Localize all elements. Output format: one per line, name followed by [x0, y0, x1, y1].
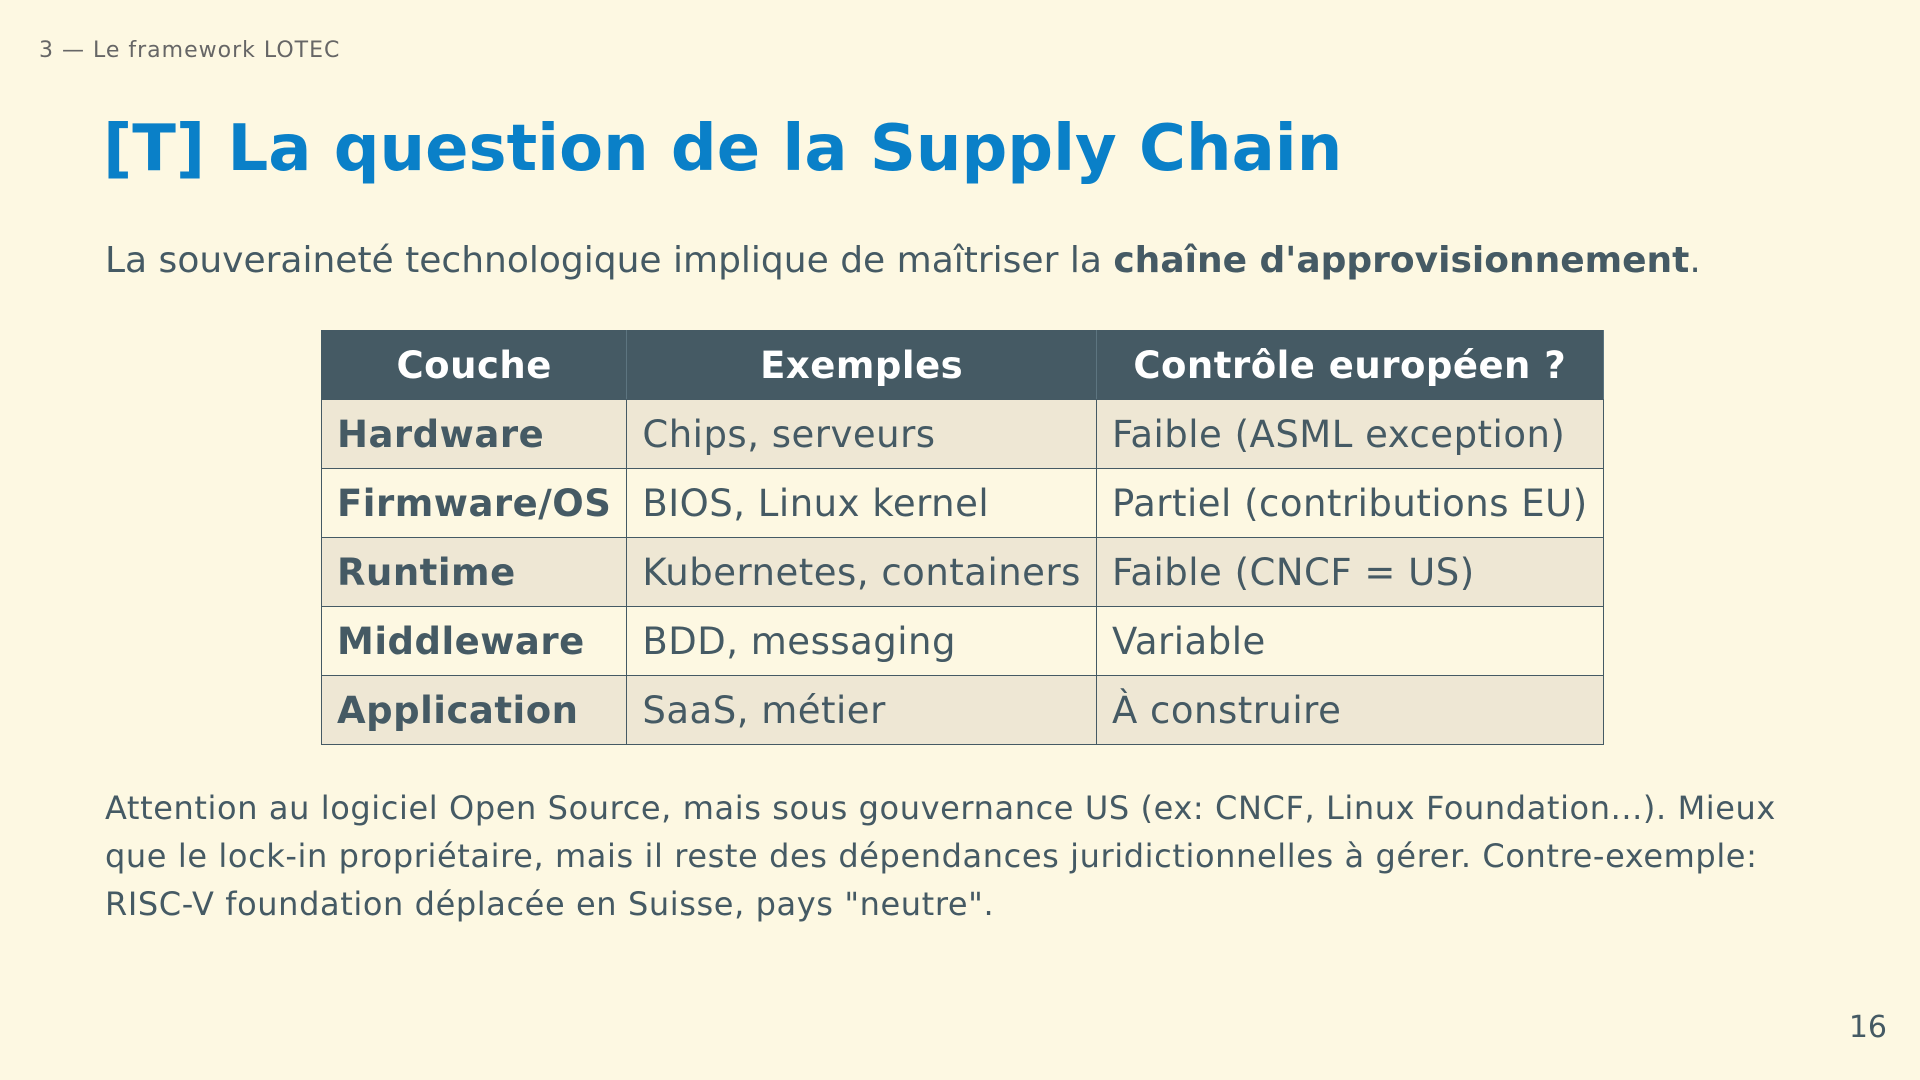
layer-cell: Hardware [320, 399, 628, 469]
column-header-layer: Couche [320, 330, 628, 400]
layer-cell: Middleware [320, 606, 628, 676]
table-row: Hardware Chips, serveurs Faible (ASML ex… [320, 399, 1604, 469]
note-paragraph: Attention au logiciel Open Source, mais … [105, 789, 1776, 923]
column-header-eu-control: Contrôle européen ? [1095, 330, 1604, 400]
table-row: Firmware/OS BIOS, Linux kernel Partiel (… [320, 468, 1604, 538]
examples-cell: Chips, serveurs [626, 399, 1097, 469]
layer-cell: Runtime [320, 537, 628, 607]
layer-cell: Application [320, 675, 628, 745]
lead-emphasis: chaîne d'approvisionnement [1113, 240, 1690, 281]
lead-paragraph: La souveraineté technologique implique d… [105, 240, 1701, 281]
supply-chain-table: Couche Exemples Contrôle européen ? Hard… [320, 330, 1604, 745]
section-header: 3 — Le framework LOTEC [39, 38, 341, 63]
eu-control-cell: Faible (ASML exception) [1095, 399, 1604, 469]
layer-cell: Firmware/OS [320, 468, 628, 538]
table-header-row: Couche Exemples Contrôle européen ? [320, 330, 1604, 400]
lead-end: . [1689, 240, 1701, 281]
examples-cell: Kubernetes, containers [626, 537, 1097, 607]
eu-control-cell: Faible (CNCF = US) [1095, 537, 1604, 607]
examples-cell: BIOS, Linux kernel [626, 468, 1097, 538]
slide-title: [T] La question de la Supply Chain [103, 112, 1343, 186]
table-row: Runtime Kubernetes, containers Faible (C… [320, 537, 1604, 607]
table-row: Middleware BDD, messaging Variable [320, 606, 1604, 676]
eu-control-cell: Partiel (contributions EU) [1095, 468, 1604, 538]
eu-control-cell: Variable [1095, 606, 1604, 676]
lead-text: La souveraineté technologique implique d… [105, 240, 1114, 281]
column-header-examples: Exemples [626, 330, 1097, 400]
examples-cell: SaaS, métier [626, 675, 1097, 745]
page-number: 16 [1848, 1010, 1887, 1045]
examples-cell: BDD, messaging [626, 606, 1097, 676]
table-row: Application SaaS, métier À construire [320, 675, 1604, 745]
eu-control-cell: À construire [1095, 675, 1604, 745]
